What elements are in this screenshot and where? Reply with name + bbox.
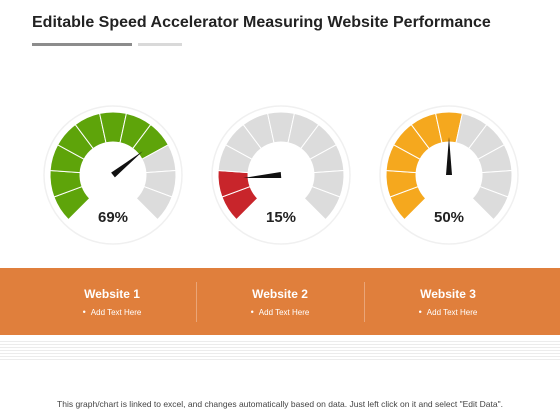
gauge-website-3: 50% xyxy=(379,105,519,245)
footnote: This graph/chart is linked to excel, and… xyxy=(57,399,503,409)
bullet-icon: • xyxy=(82,307,86,317)
gauge-svg xyxy=(211,105,351,245)
gauge-needle xyxy=(243,172,282,178)
website-text: • Add Text Here xyxy=(28,307,196,317)
gauge-segment xyxy=(471,185,509,221)
gauge-needle xyxy=(111,151,143,178)
title-underline-light xyxy=(138,43,182,46)
divider xyxy=(196,282,197,322)
website-text-value: Add Text Here xyxy=(426,308,478,317)
websites-band: Website 1 • Add Text Here Website 2 • Add … xyxy=(0,268,560,335)
website-name: Website 1 xyxy=(84,287,140,301)
website-text: • Add Text Here xyxy=(364,307,532,317)
website-name: Website 2 xyxy=(252,287,308,301)
website-text-value: Add Text Here xyxy=(90,308,142,317)
page-title: Editable Speed Accelerator Measuring Web… xyxy=(32,14,491,31)
gauge-segment xyxy=(303,185,341,221)
gauge-value-label: 50% xyxy=(433,209,465,226)
gauge-value-label: 15% xyxy=(265,209,297,226)
title-underline-dark xyxy=(32,43,132,46)
gauge-svg xyxy=(379,105,519,245)
website-name: Website 3 xyxy=(420,287,476,301)
gauge-svg xyxy=(43,105,183,245)
gauge-website-2: 15% xyxy=(211,105,351,245)
bullet-icon: • xyxy=(418,307,422,317)
website-text-value: Add Text Here xyxy=(258,308,310,317)
website-3-block: Website 3 • Add Text Here xyxy=(364,268,532,335)
bullet-icon: • xyxy=(250,307,254,317)
website-2-block: Website 2 • Add Text Here xyxy=(196,268,364,335)
divider xyxy=(364,282,365,322)
gauge-value-label: 69% xyxy=(97,209,129,226)
decorative-lines xyxy=(0,341,560,363)
gauge-segment xyxy=(135,185,173,221)
gauge-website-1: 69% xyxy=(43,105,183,245)
website-1-block: Website 1 • Add Text Here xyxy=(28,268,196,335)
website-text: • Add Text Here xyxy=(196,307,364,317)
gauge-needle xyxy=(446,137,452,175)
